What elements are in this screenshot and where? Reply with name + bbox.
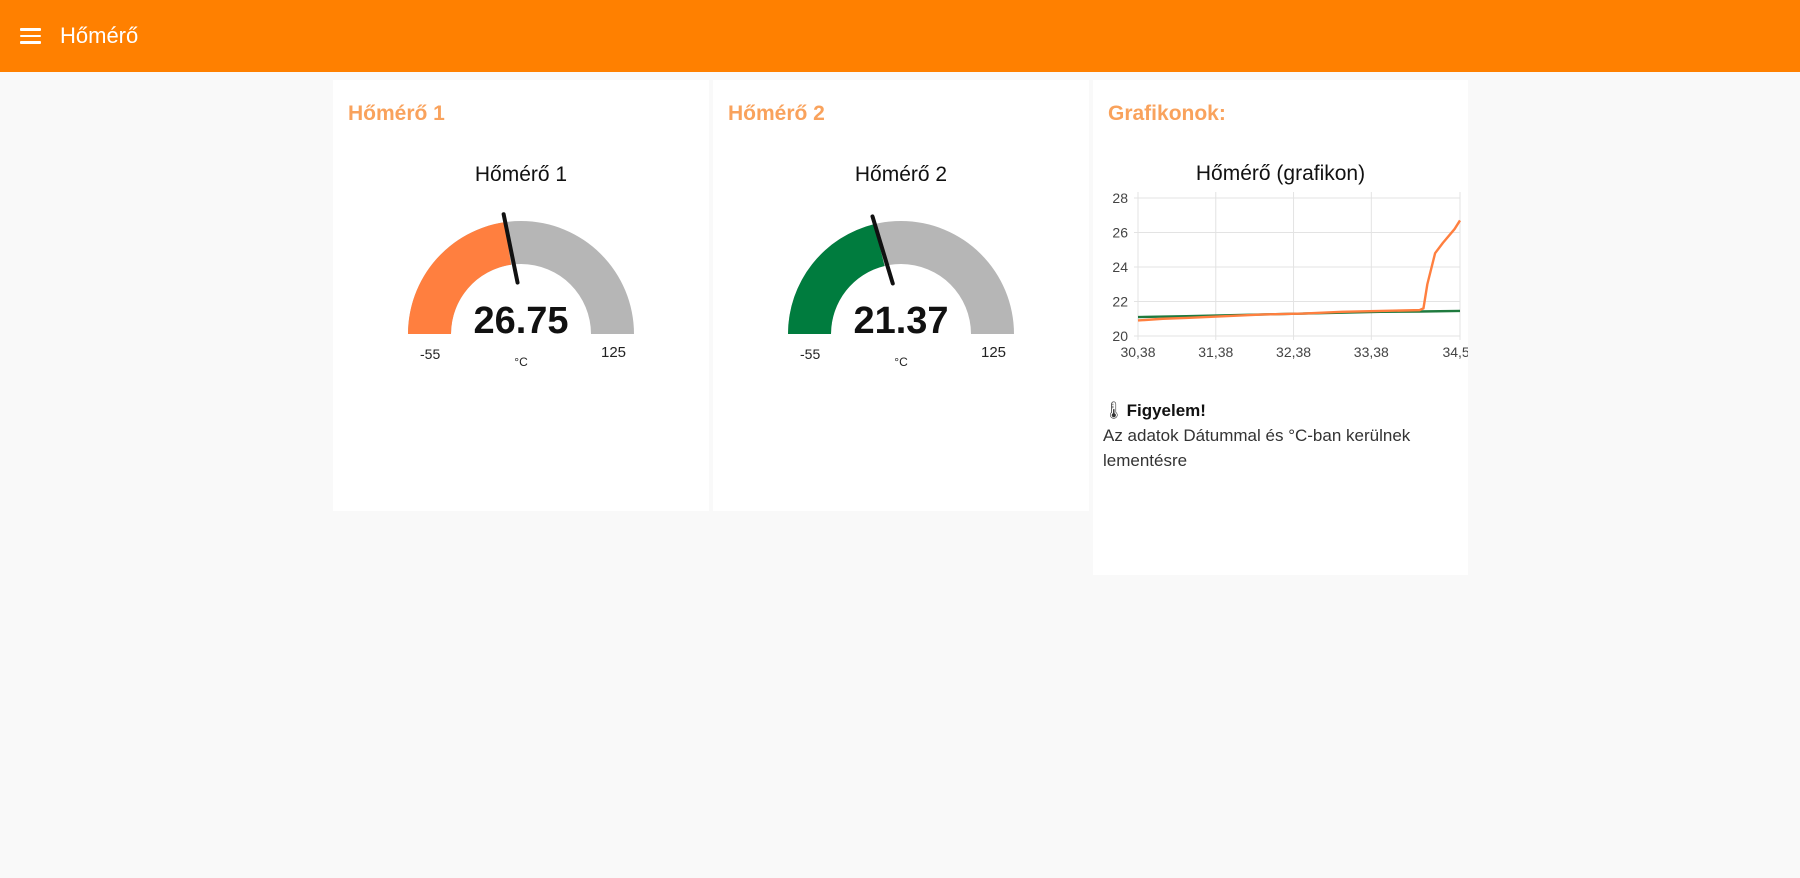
app-title: Hőmérő [60,23,139,48]
notice: 🌡 Figyelem! Az adatok Dátummal és °C-ban … [1103,398,1463,473]
notice-title: Figyelem! [1126,401,1206,420]
gauge-value: 26.75 [473,300,569,342]
x-tick-label: 32,38 [1276,344,1311,360]
gauge-title: Hőmérő 1 [474,163,568,186]
gauge-title: Hőmérő 2 [854,163,948,186]
x-tick-label: 31,38 [1198,344,1233,360]
y-tick-label: 20 [1112,328,1128,344]
gauge-min-label: -55 [800,346,821,362]
gauge-max-label: 125 [981,344,1007,361]
notice-text: Az adatok Dátummal és °C-ban kerülnek le… [1103,426,1411,470]
chart-card: Grafikonok: Hőmérő (grafikon) 20 22 24 26 28… [1093,80,1468,575]
y-tick-label: 28 [1112,190,1128,206]
gauge-max-label: 125 [601,344,627,361]
gauge-unit: °C [514,355,528,369]
y-tick-label: 24 [1112,259,1128,275]
thermometer-icon: 🌡 [1103,401,1125,420]
card-title: Hőmérő 1 [348,102,445,125]
x-tick-label: 30,38 [1120,344,1155,360]
y-tick-label: 26 [1112,225,1128,241]
chart-title: Hőmérő (grafikon) [1195,162,1366,185]
gauge-min-label: -55 [420,346,441,362]
gauge-card-2: Hőmérő 2 Hőmérő 2 21.37 °C -55 125 [713,80,1089,511]
menu-icon[interactable] [20,23,46,49]
gauge-needle [501,212,520,285]
top-app-bar: Hőmérő [0,0,1800,72]
y-tick-label: 22 [1112,294,1128,310]
line-chart: 20 22 24 26 28 30,38 31,38 32,38 33,38 34,52 [1112,190,1468,360]
series-line-2 [1137,219,1462,322]
gauge-value: 21.37 [853,300,949,342]
x-tick-label: 34,52 [1442,344,1468,360]
gauge-needle [870,214,895,286]
gauge-unit: °C [894,355,908,369]
card-title: Grafikonok: [1108,102,1226,125]
card-title: Hőmérő 2 [728,102,825,125]
x-tick-label: 33,38 [1354,344,1389,360]
gauge-card-1: Hőmérő 1 Hőmérő 1 26.75 °C -55 125 [333,80,709,511]
gauge-2 [788,214,1014,334]
gauge-fill [788,224,885,334]
gauge-1 [408,212,634,334]
gauge-fill [408,222,511,334]
